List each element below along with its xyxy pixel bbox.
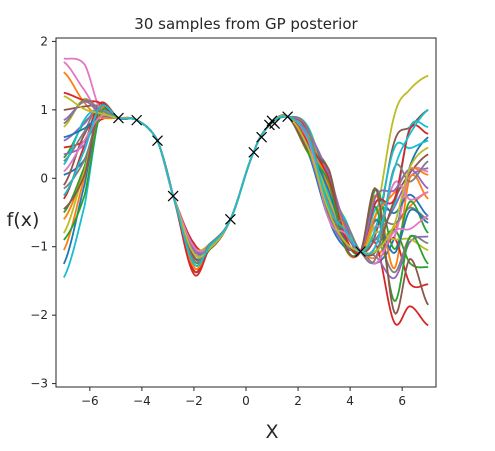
- plot-area: [55, 37, 437, 388]
- x-tick-label: −2: [185, 394, 203, 408]
- observation-marker: [355, 246, 366, 257]
- observation-marker: [282, 111, 294, 123]
- sample-line: [63, 61, 429, 259]
- sample-line: [63, 104, 429, 267]
- sample-line: [63, 105, 429, 271]
- observation-marker: [131, 114, 143, 126]
- y-tick-label: −3: [30, 377, 48, 391]
- observation-marker: [224, 213, 236, 225]
- x-tick-label: −6: [81, 394, 99, 408]
- x-axis-label: X: [265, 421, 278, 443]
- sample-line: [63, 108, 429, 261]
- sample-line: [63, 106, 429, 271]
- series-group: [62, 57, 429, 327]
- y-tick-label: −1: [30, 240, 48, 254]
- observation-marker: [269, 118, 281, 129]
- y-tick-label: 0: [40, 171, 48, 185]
- y-axis-label: f(x): [7, 209, 40, 231]
- observation-marker: [248, 146, 260, 158]
- y-tick-label: 2: [40, 34, 48, 48]
- sample-line: [63, 106, 429, 261]
- y-tick-label: −2: [30, 308, 48, 322]
- observation-markers: [113, 111, 366, 257]
- y-tick-label: 1: [40, 103, 48, 117]
- observation-marker: [256, 131, 268, 143]
- x-tick-label: 0: [242, 394, 250, 408]
- y-axis-ticks: −3 −2 −1 0 1 2: [30, 34, 56, 391]
- observation-marker: [167, 190, 179, 202]
- x-axis-ticks: −6 −4 −2 0 2 4 6: [81, 387, 406, 408]
- x-tick-label: −4: [133, 394, 151, 408]
- observation-marker: [113, 112, 124, 124]
- observation-marker: [152, 135, 163, 147]
- chart-title: 30 samples from GP posterior: [134, 15, 358, 33]
- sample-line: [63, 74, 429, 253]
- x-tick-label: 2: [294, 394, 302, 408]
- x-tick-label: 4: [346, 394, 354, 408]
- x-tick-label: 6: [398, 394, 406, 408]
- sample-line: [63, 100, 429, 255]
